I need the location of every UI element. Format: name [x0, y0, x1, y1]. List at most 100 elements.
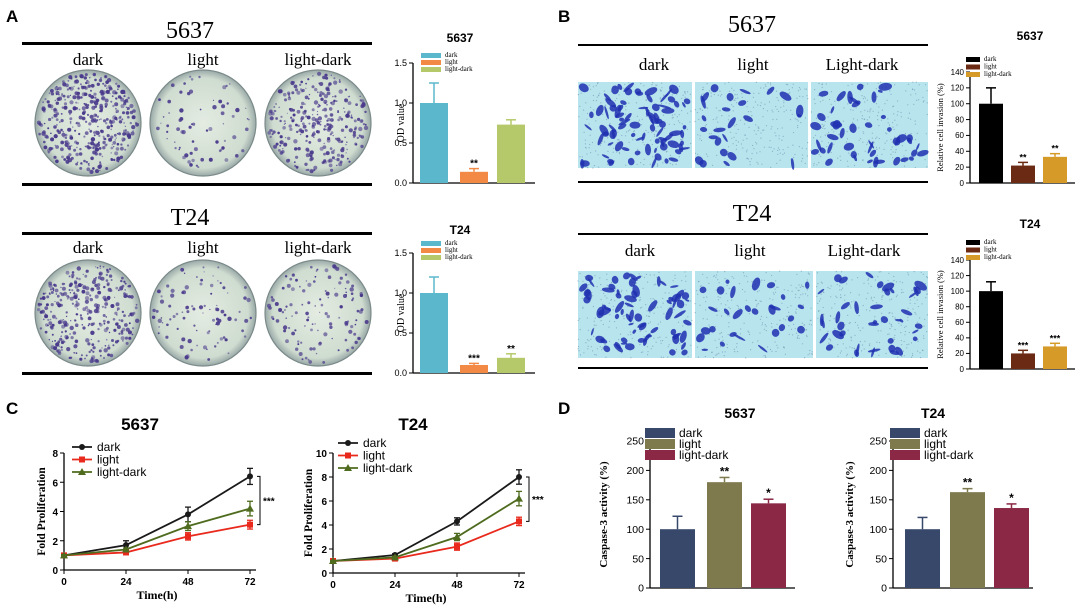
colony — [114, 296, 116, 298]
pore — [866, 83, 869, 85]
colony — [130, 131, 135, 136]
colony — [99, 91, 101, 93]
colony — [106, 270, 110, 274]
pore — [820, 281, 823, 283]
colony — [90, 330, 95, 335]
pore — [612, 309, 614, 311]
pore — [726, 343, 728, 345]
y-axis-label: Caspase-3 activity (%) — [598, 461, 610, 568]
y-tick-label: 2 — [52, 537, 58, 548]
pore — [849, 346, 851, 348]
colony — [87, 316, 92, 321]
pore — [799, 286, 802, 288]
invaded-cell — [644, 143, 652, 156]
significance-mark: *** — [468, 353, 480, 364]
pore — [696, 346, 699, 348]
pore — [809, 319, 811, 321]
pore — [719, 95, 722, 97]
y-axis-label: Fold Proliferation — [303, 468, 315, 557]
colony — [326, 104, 328, 106]
colony — [115, 340, 119, 344]
bar-light-dark — [497, 357, 525, 373]
colony — [305, 115, 308, 118]
pore — [717, 94, 719, 96]
pore — [633, 130, 636, 132]
y-tick-label: 4 — [321, 521, 327, 532]
pore — [776, 286, 778, 288]
colony — [280, 115, 283, 118]
pore — [639, 296, 641, 298]
pore — [653, 284, 655, 286]
colony — [74, 75, 78, 79]
colony — [206, 331, 210, 335]
pore — [917, 321, 919, 323]
colony — [114, 102, 119, 107]
colony — [105, 122, 108, 125]
colony — [89, 294, 92, 297]
pore — [908, 331, 910, 334]
pore — [788, 333, 790, 335]
pore — [697, 356, 700, 358]
colony — [104, 75, 108, 79]
invaded-cell — [650, 118, 663, 124]
colony — [92, 167, 95, 170]
invaded-cell — [654, 147, 657, 153]
pore — [732, 143, 734, 145]
pore — [725, 293, 727, 295]
invaded-cell — [665, 307, 673, 320]
colony — [331, 114, 333, 116]
colony — [270, 129, 274, 132]
x-tick-label: 48 — [451, 580, 463, 591]
colony — [279, 151, 284, 155]
colony — [354, 323, 357, 326]
pore — [719, 296, 721, 299]
invaded-cell — [647, 111, 656, 119]
pore — [814, 134, 817, 136]
invaded-cell — [667, 140, 680, 149]
pore — [797, 126, 799, 129]
colony — [244, 318, 249, 323]
pore — [763, 355, 765, 357]
colony — [105, 273, 109, 277]
point-marker — [453, 533, 461, 540]
pore — [802, 286, 804, 288]
point-marker — [184, 522, 192, 530]
colony — [88, 310, 93, 314]
pore — [724, 83, 726, 85]
colony — [221, 104, 226, 109]
colony — [60, 346, 63, 349]
invaded-cell — [887, 338, 894, 344]
colony — [114, 151, 119, 156]
colony — [323, 124, 327, 128]
invaded-cell — [856, 83, 864, 91]
invaded-cell — [834, 274, 842, 283]
pore — [800, 122, 802, 124]
pore — [712, 118, 714, 121]
colony — [302, 124, 307, 129]
pore — [846, 355, 848, 357]
invaded-cell — [656, 127, 664, 137]
x-tick-label: 0 — [330, 580, 336, 591]
invaded-cell — [620, 308, 624, 315]
colony — [337, 111, 340, 114]
colony — [56, 112, 60, 116]
pore — [781, 127, 783, 129]
pore — [830, 296, 832, 298]
colony — [44, 292, 47, 295]
pore — [581, 291, 583, 293]
colony — [338, 316, 341, 319]
colony — [305, 135, 309, 138]
y-tick-label: 150 — [869, 494, 887, 506]
pore — [629, 331, 631, 333]
pore — [612, 151, 614, 153]
invaded-cell — [713, 127, 726, 133]
pore — [761, 163, 763, 165]
pore — [867, 278, 870, 280]
pore — [585, 102, 587, 104]
pore — [735, 144, 738, 146]
pore — [577, 345, 580, 348]
pore — [869, 343, 871, 345]
pore — [706, 107, 709, 109]
colony — [109, 93, 111, 95]
